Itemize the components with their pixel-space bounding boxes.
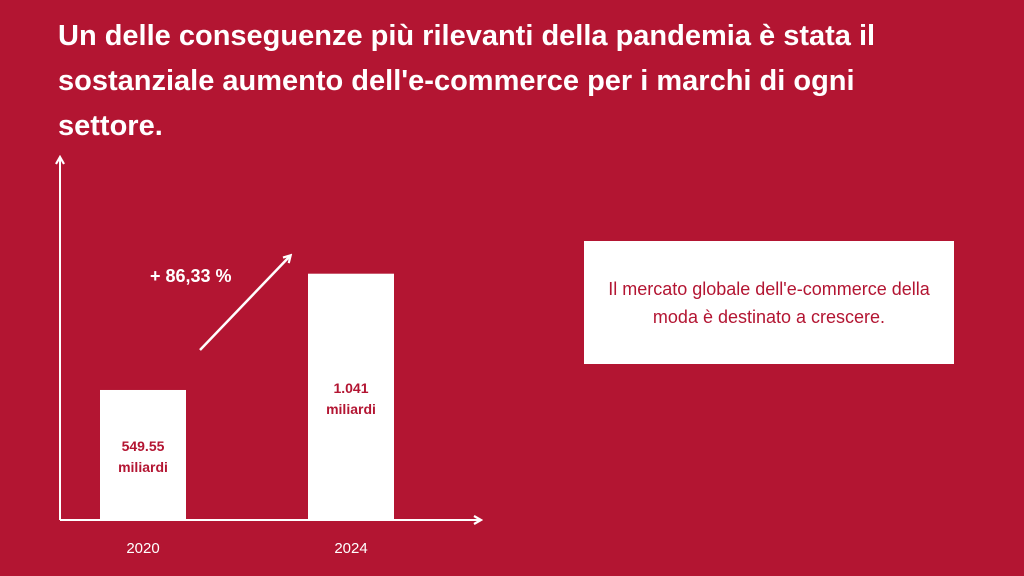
bar-data-label: 549.55	[122, 438, 165, 454]
bar-2024	[308, 273, 394, 520]
headline: Un delle conseguenze più rilevanti della…	[58, 20, 876, 142]
bar-data-label: 1.041	[333, 380, 368, 396]
info-box: Il mercato globale dell'e-commerce della…	[584, 241, 954, 364]
x-tick-label: 2024	[334, 540, 367, 557]
bar-2020	[100, 389, 186, 520]
growth-annotation: + 86,33 %	[150, 266, 232, 286]
info-box-text: Il mercato globale dell'e-commerce della…	[608, 278, 930, 327]
bar-data-label: miliardi	[118, 459, 168, 475]
growth-arrow	[199, 256, 290, 351]
bar-data-label: miliardi	[326, 401, 376, 417]
x-tick-label: 2020	[126, 540, 159, 557]
